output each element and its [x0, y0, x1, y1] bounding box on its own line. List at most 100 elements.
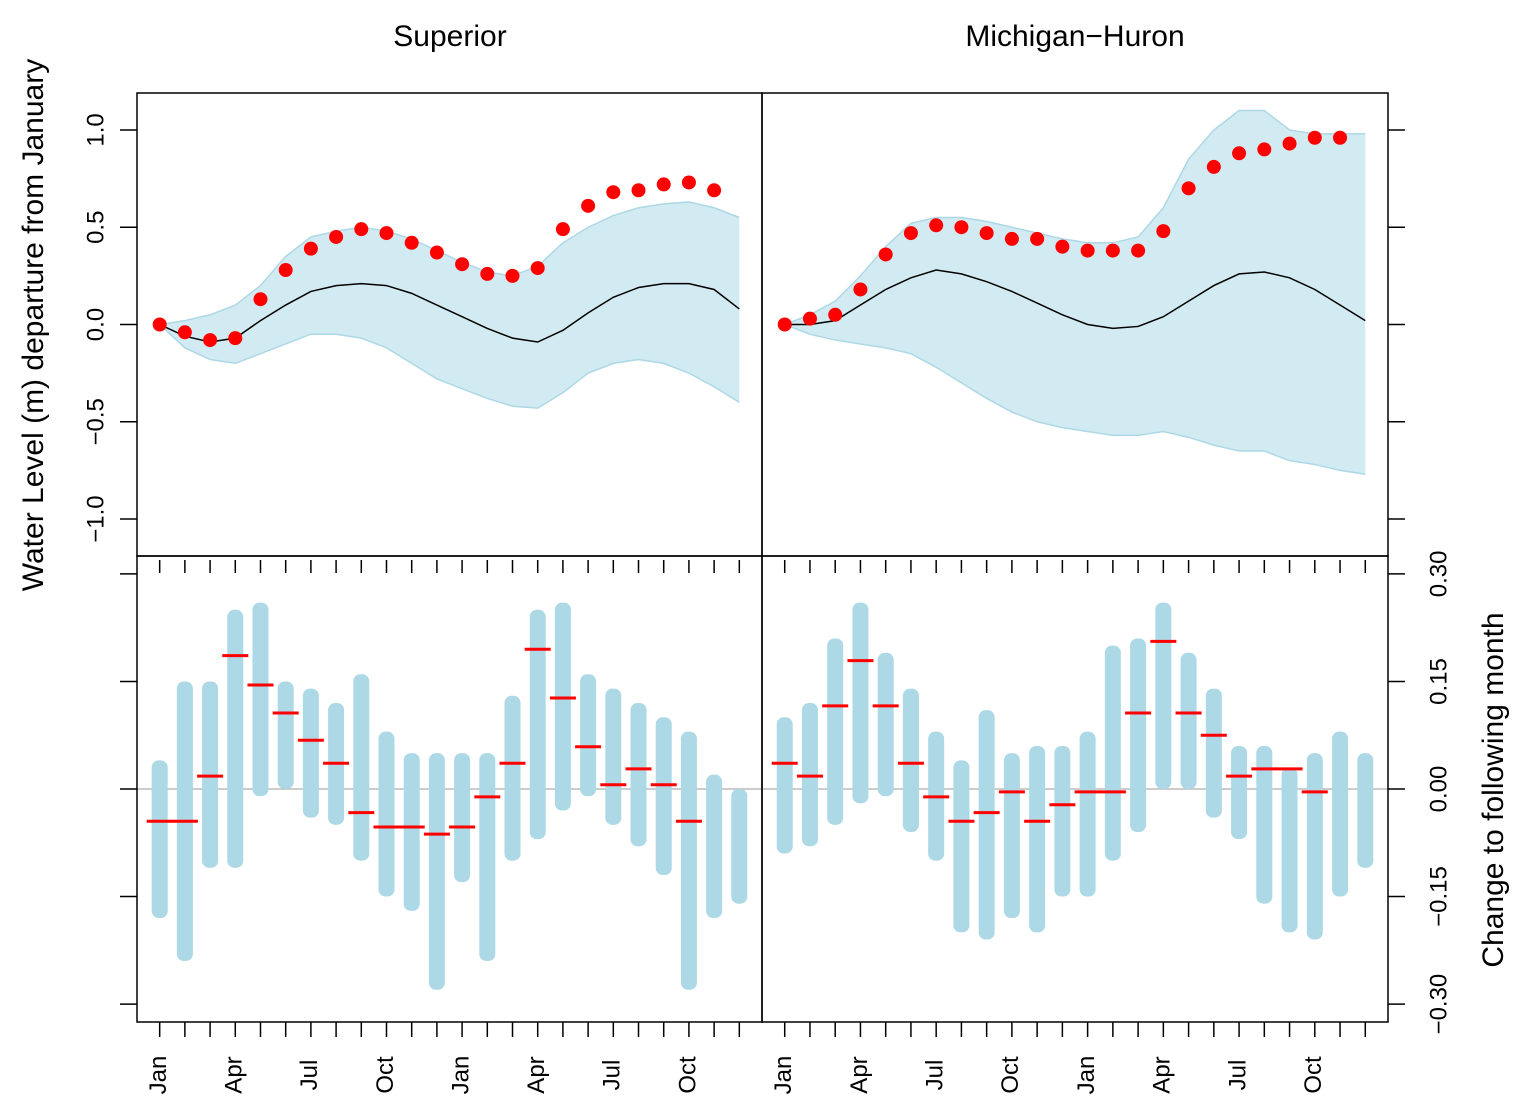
observed-point — [329, 229, 344, 244]
observed-point — [878, 247, 893, 262]
cloud-range — [1054, 745, 1071, 897]
cloud-range — [1231, 745, 1248, 840]
mean-line — [159, 282, 740, 343]
observed-point — [404, 235, 419, 250]
cloud-range — [902, 688, 919, 833]
ensemble-edge — [784, 323, 1366, 476]
cloud-range — [1003, 753, 1020, 919]
observed-point — [530, 261, 545, 276]
observed-point — [1181, 181, 1196, 196]
cloud-range — [227, 609, 244, 868]
y-tick-label: 0.15 — [1425, 658, 1452, 705]
y-axis-label: Water Level (m) departure from January — [17, 59, 50, 591]
x-tick-label: Jan — [145, 1056, 172, 1095]
observed-point — [1030, 231, 1045, 246]
cloud-range — [776, 717, 793, 854]
cloud-range — [151, 760, 168, 919]
x-tick-label: Apr — [846, 1056, 873, 1093]
x-tick-label: Jan — [770, 1056, 797, 1095]
cloud-range — [529, 609, 546, 840]
observed-point — [303, 241, 318, 256]
y-tick-label: −1.0 — [82, 495, 109, 542]
observed-point — [707, 183, 722, 198]
y-tick-label: −0.30 — [1425, 974, 1452, 1035]
cloud-range — [877, 652, 894, 797]
cloud-range — [277, 681, 294, 789]
y-tick-label: 0.5 — [82, 211, 109, 244]
x-tick-label: Jul — [599, 1060, 626, 1091]
cloud-range — [953, 760, 970, 933]
observed-point — [903, 226, 918, 241]
observed-point — [1055, 239, 1070, 254]
y-tick-label: 1.0 — [82, 113, 109, 146]
observed-point — [278, 263, 293, 278]
y-tick-label: 0.0 — [82, 308, 109, 341]
x-tick-label: Oct — [1300, 1056, 1327, 1094]
observed-point — [1307, 130, 1322, 145]
cloud-range — [378, 731, 395, 897]
observed-point — [1206, 159, 1221, 174]
observed-point — [853, 282, 868, 297]
cloud-range — [978, 710, 995, 940]
ensemble-band — [784, 110, 1366, 475]
cloud-range — [1155, 602, 1172, 789]
cloud-range — [1079, 731, 1096, 897]
observed-point — [152, 317, 167, 332]
ensemble-band — [159, 201, 740, 409]
x-tick-label: Oct — [997, 1056, 1024, 1094]
observed-point — [581, 198, 596, 213]
cloud-range — [504, 695, 521, 861]
ensemble-edge — [159, 323, 740, 409]
y-tick-label: 0.30 — [1425, 551, 1452, 598]
observed-point — [1282, 136, 1297, 151]
x-tick-label: Oct — [674, 1056, 701, 1094]
cloud-range — [1256, 745, 1273, 904]
observed-point — [656, 177, 671, 192]
cloud-range — [1180, 652, 1197, 789]
cloud-range — [680, 731, 697, 990]
observed-point — [681, 175, 696, 190]
observed-point — [455, 257, 470, 272]
cloud-range — [1104, 645, 1121, 861]
observed-point — [379, 226, 394, 241]
cloud-range — [302, 688, 319, 818]
x-tick-label: Apr — [1149, 1056, 1176, 1093]
observed-point — [505, 268, 520, 283]
observed-point — [1080, 243, 1095, 258]
cloud-range — [1205, 688, 1222, 818]
cloud-range — [1306, 753, 1323, 940]
observed-point — [354, 222, 369, 237]
y-tick-label: −0.5 — [82, 398, 109, 445]
cloud-range — [479, 753, 496, 962]
cloud-range — [655, 717, 672, 876]
x-tick-label: Apr — [523, 1056, 550, 1093]
observed-point — [1105, 243, 1120, 258]
observed-point — [555, 222, 570, 237]
panel-title: Michigan−Huron — [965, 20, 1184, 53]
observed-point — [1156, 224, 1171, 239]
observed-point — [929, 218, 944, 233]
cloud-range — [428, 753, 445, 990]
x-tick-label: Apr — [221, 1056, 248, 1093]
cloud-range — [1357, 753, 1374, 868]
observed-point — [979, 226, 994, 241]
observed-point — [1131, 243, 1146, 258]
observed-point — [1004, 231, 1019, 246]
observed-point — [253, 292, 268, 307]
x-tick-label: Oct — [372, 1056, 399, 1094]
cloud-range — [852, 602, 869, 804]
x-tick-label: Jul — [1224, 1060, 1251, 1091]
x-tick-label: Jul — [922, 1060, 949, 1091]
observed-point — [1232, 146, 1247, 161]
observed-point — [777, 317, 792, 332]
observed-point — [631, 183, 646, 198]
observed-point — [429, 245, 444, 260]
cloud-range — [454, 753, 471, 883]
cloud-range — [252, 602, 269, 797]
cloud-range — [1281, 767, 1298, 933]
observed-point — [177, 325, 192, 340]
y-axis-label: Change to following month — [1477, 612, 1510, 967]
observed-point — [802, 311, 817, 326]
cloud-range — [731, 789, 748, 904]
